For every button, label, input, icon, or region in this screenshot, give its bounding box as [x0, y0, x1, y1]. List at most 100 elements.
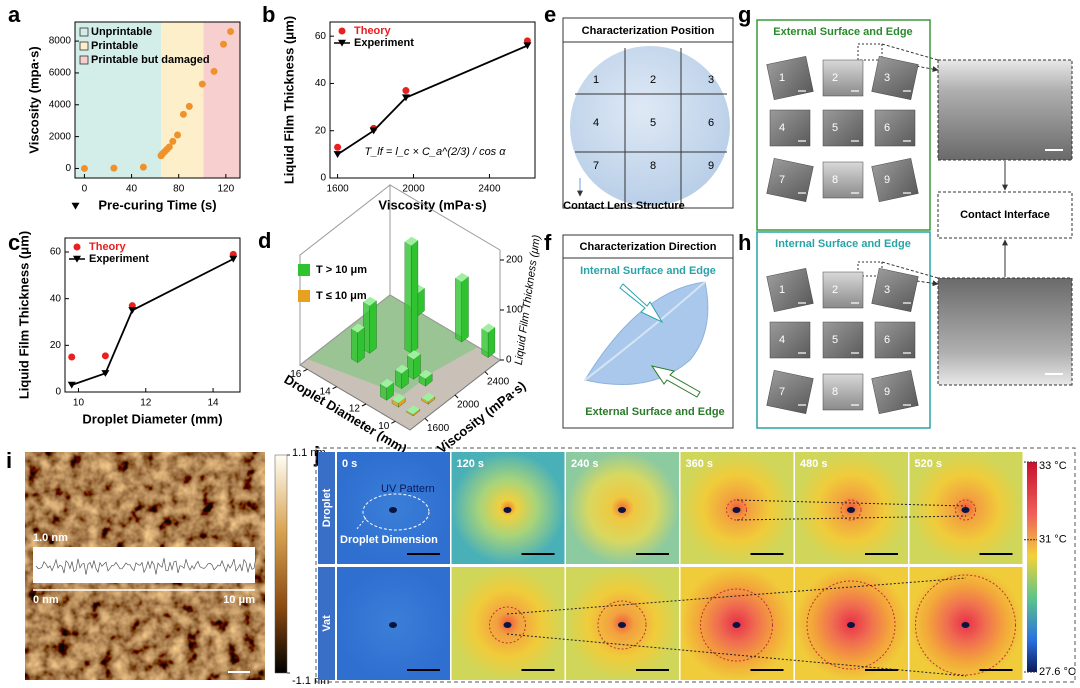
profile-box [33, 547, 255, 583]
legend-swatch [298, 264, 310, 276]
sem-tile [822, 59, 864, 97]
point [101, 352, 109, 360]
cell-label: 1 [779, 72, 785, 84]
point [185, 102, 193, 110]
y-tick-label: 60 [315, 31, 327, 42]
dimension-circle [840, 499, 862, 521]
x-axis-label: Pre-curing Time (s) [98, 197, 216, 212]
x-tick-label: 14 [208, 398, 220, 409]
uv-spot [618, 622, 626, 628]
legend-marker [338, 39, 346, 47]
bar-face [351, 323, 365, 333]
legend-label: Printable [91, 40, 138, 52]
time-label: 360 s [686, 458, 714, 470]
bar-face [407, 350, 421, 360]
x-tick-label: 10 [73, 398, 85, 409]
bar [363, 296, 377, 354]
cell-label: 8 [832, 174, 838, 186]
point [402, 87, 410, 95]
row-header [318, 567, 335, 680]
z-tick-label: 100 [506, 305, 523, 316]
sem-tile [822, 271, 864, 309]
legend-label: Unprintable [91, 26, 152, 38]
point [110, 164, 118, 172]
y-tick-label: 2000 [49, 131, 72, 142]
region [161, 22, 204, 178]
bar-face [351, 328, 358, 364]
droplet-outline [362, 493, 430, 531]
point [523, 42, 532, 50]
bar-face [481, 328, 489, 358]
legend-label: T > 10 μm [316, 264, 367, 276]
sem-tile [871, 369, 919, 415]
uv-spot [389, 622, 397, 628]
y-tick-label: 60 [50, 247, 62, 258]
legend-marker [73, 243, 81, 251]
panel-e: e Characterization Position Contact Lens… [544, 2, 734, 212]
arrow [650, 365, 701, 398]
legend-label: Experiment [89, 253, 149, 265]
sem-tile [822, 321, 864, 359]
cell-label: 7 [779, 174, 785, 186]
cell-label: 6 [884, 334, 890, 346]
lens [570, 46, 730, 206]
point [128, 307, 137, 314]
point [198, 80, 206, 88]
bar [380, 378, 394, 401]
bar [351, 323, 365, 364]
cell-label: 4 [593, 117, 599, 129]
bar [455, 272, 469, 343]
legend-marker [338, 27, 346, 35]
y-tick [454, 394, 459, 399]
cell-label: 6 [884, 122, 890, 134]
sem-tile [822, 109, 864, 147]
sem-tile [766, 369, 814, 415]
y-tick [484, 371, 489, 376]
x-axis-label: Viscosity (mPa·s) [378, 197, 486, 212]
bar-face [404, 241, 412, 354]
cell-label: 9 [884, 174, 890, 186]
point [101, 370, 110, 377]
uv-spot [847, 622, 855, 628]
point [334, 143, 342, 151]
cell-label: 5 [832, 334, 838, 346]
legend-marker [71, 202, 80, 210]
cell-label: 8 [650, 160, 656, 172]
uv-spot [503, 622, 512, 628]
printable-region [307, 295, 478, 396]
profile-label: 1.0 nm [33, 532, 68, 544]
bar [418, 369, 433, 387]
panel-frame [315, 447, 1076, 683]
x-tick-label: 12 [140, 398, 152, 409]
dimension-circle [700, 588, 773, 662]
sem-tile [766, 55, 814, 101]
x-tick [361, 403, 367, 407]
panel-label: h [738, 230, 751, 255]
sem-tile [769, 109, 811, 147]
y-tick-label: 40 [50, 293, 62, 304]
time-label: 120 s [457, 458, 485, 470]
uv-spot [732, 622, 741, 628]
cell-label: 9 [708, 160, 714, 172]
panel-title: Characterization Position [582, 25, 715, 37]
sem-image [937, 59, 1073, 161]
uv-spot [389, 507, 397, 513]
point [401, 94, 410, 102]
y-tick-label: 1600 [427, 423, 450, 434]
cell-label: 3 [884, 72, 890, 84]
bar-face [481, 323, 495, 333]
point [174, 131, 182, 139]
bar-face [455, 277, 462, 343]
cell-label: 2 [832, 284, 838, 296]
point [369, 127, 378, 135]
pointer [355, 517, 367, 531]
uv-spot [847, 507, 855, 513]
region [203, 22, 240, 178]
row-label: Droplet [321, 488, 333, 527]
y-tick-label: 40 [315, 78, 327, 89]
x-axis-label: Droplet Diameter (mm) [82, 411, 222, 426]
bar-face [461, 276, 469, 343]
label: External Surface and Edge [585, 406, 724, 418]
legend-label: Theory [89, 241, 127, 253]
cell-label: 1 [779, 284, 785, 296]
